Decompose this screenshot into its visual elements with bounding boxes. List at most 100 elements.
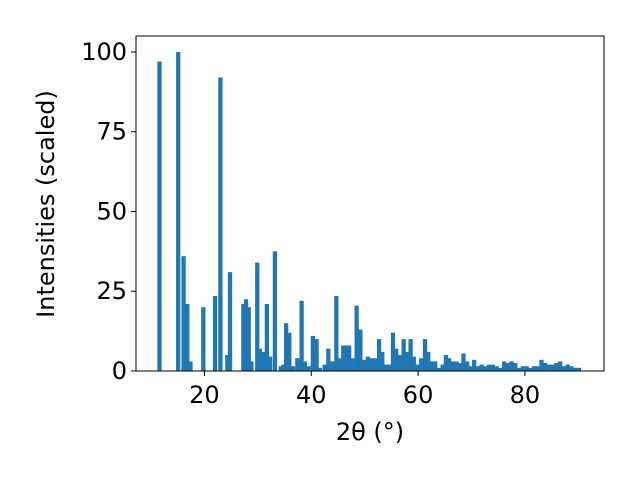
bar: [516, 367, 522, 371]
bar: [457, 363, 462, 371]
bar: [535, 366, 540, 371]
bar: [505, 363, 510, 371]
bar: [550, 364, 555, 371]
bar: [281, 364, 286, 371]
y-axis: 0 25 50 75 100: [81, 38, 136, 385]
bar: [561, 366, 567, 371]
bar: [257, 348, 263, 371]
bar: [554, 363, 559, 371]
bar: [390, 332, 396, 371]
bar: [490, 364, 496, 371]
bar: [272, 251, 278, 371]
bar: [415, 364, 420, 371]
bar: [394, 348, 399, 371]
bar: [347, 345, 352, 371]
bar: [383, 364, 389, 371]
bar: [436, 367, 442, 371]
y-axis-label: Intensities (scaled): [32, 90, 60, 318]
bar: [157, 61, 162, 372]
bar: [287, 332, 292, 371]
bar: [573, 367, 578, 371]
bar: [255, 262, 260, 371]
bar: [387, 364, 392, 371]
bar: [397, 355, 403, 371]
bar: [454, 361, 459, 371]
bar: [295, 358, 300, 371]
bar: [201, 307, 206, 371]
bar: [264, 304, 270, 371]
y-tick-label: 25: [96, 277, 127, 305]
bar: [299, 300, 304, 371]
bar: [524, 366, 529, 371]
x-tick-label: 40: [296, 381, 327, 409]
bar: [543, 363, 548, 371]
x-tick-label: 80: [510, 381, 541, 409]
bar: [354, 305, 359, 371]
bar: [267, 356, 273, 371]
bar: [576, 367, 582, 371]
bar: [341, 345, 346, 371]
bar: [446, 358, 452, 371]
bar: [468, 366, 473, 371]
bar: [498, 367, 503, 371]
bar: [185, 304, 190, 371]
bar: [513, 363, 518, 371]
bar: [358, 329, 363, 371]
bar: [317, 367, 322, 371]
bar: [376, 339, 382, 371]
x-tick-label: 60: [403, 381, 434, 409]
bar: [373, 358, 378, 371]
bar: [408, 339, 413, 371]
bar: [181, 256, 186, 371]
bar: [539, 359, 544, 371]
bar: [569, 366, 574, 371]
bar: [465, 361, 470, 371]
bar: [314, 339, 319, 371]
bar: [334, 296, 339, 371]
bar: [426, 351, 431, 371]
bar: [212, 296, 218, 371]
bar: [350, 358, 355, 371]
bar: [344, 345, 349, 371]
bar: [433, 361, 438, 371]
bar: [531, 366, 537, 371]
bar: [188, 361, 193, 371]
bar: [365, 356, 370, 371]
bar: [337, 358, 342, 371]
y-tick-label: 100: [81, 38, 127, 66]
bar: [401, 339, 406, 371]
bar: [326, 348, 331, 371]
bar: [483, 366, 488, 371]
bar: [330, 361, 335, 371]
x-axis: 20 40 60 80: [189, 371, 540, 409]
bar: [443, 355, 448, 371]
bar: [249, 361, 254, 371]
bar: [246, 307, 251, 371]
bar: [261, 351, 266, 371]
bar: [461, 353, 466, 371]
bar: [243, 299, 249, 371]
bar: [494, 366, 499, 371]
bar: [310, 335, 315, 371]
bar: [479, 364, 484, 371]
y-tick-label: 50: [96, 197, 127, 225]
bar: [176, 51, 181, 371]
bar: [322, 364, 327, 371]
bar: [218, 77, 223, 371]
y-tick-label: 0: [112, 357, 127, 385]
plot-frame: [135, 35, 605, 372]
bar: [558, 361, 563, 371]
bar: [509, 361, 514, 371]
bar: [429, 361, 434, 371]
bar: [302, 361, 307, 371]
x-tick-label: 20: [189, 381, 220, 409]
bar: [487, 364, 492, 371]
bar: [306, 366, 311, 371]
y-tick-label: 75: [96, 118, 127, 146]
bar: [520, 366, 525, 371]
bar: [440, 364, 445, 371]
bar: [278, 366, 283, 371]
bar: [528, 367, 533, 371]
bar: [546, 364, 552, 371]
bar: [472, 359, 477, 371]
